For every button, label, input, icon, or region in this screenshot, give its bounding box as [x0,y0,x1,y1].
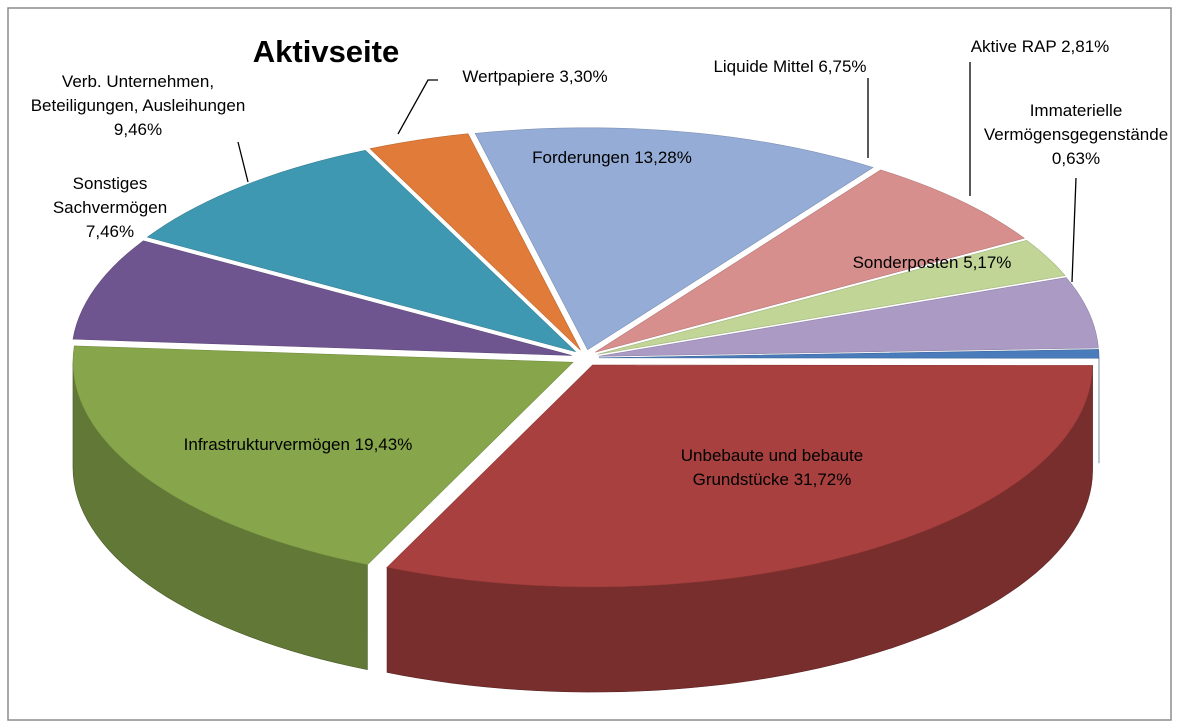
data-label: Forderungen 13,28% [482,146,742,170]
category-label: Immaterielle Vermögensgegenstände [983,101,1169,144]
leader-line [397,79,438,135]
slice [597,240,1066,355]
category-label: Infrastrukturvermögen [183,435,350,454]
data-label: Liquide Mittel 6,75% [670,55,910,79]
data-label: Sonderposten 5,17% [812,251,1052,275]
data-label: Aktive RAP 2,81% [940,35,1140,59]
slice [369,133,581,351]
data-label: Infrastrukturvermögen 19,43% [168,433,428,457]
chart-title: Aktivseite [252,34,400,69]
slice [72,240,572,356]
value-label: 0,63% [1051,149,1101,168]
slice [474,127,874,351]
leader-line [237,141,249,183]
slice [598,277,1099,357]
value-label: 2,81% [1061,37,1110,56]
value-label: 6,75% [818,57,867,76]
category-label: Sonstiges Sachvermögen [52,174,168,217]
value-label: 19,43% [354,435,413,454]
category-label: Forderungen [532,148,630,167]
value-label: 13,28% [634,148,692,167]
slice [598,349,1100,359]
data-label: Verb. Unternehmen, Beteiligungen, Auslei… [31,70,246,142]
slice [386,364,1093,588]
data-label: Unbebaute und bebaute Grundstücke 31,72% [657,444,887,492]
category-label: Wertpapiere [462,67,555,86]
data-label: Sonstiges Sachvermögen 7,46% [35,172,185,244]
leader-lines [237,62,1077,283]
category-label: Liquide Mittel [713,57,814,76]
value-label: 5,17% [963,253,1012,272]
slice [146,150,576,353]
category-label: Unbebaute und bebaute Grundstücke [680,446,864,489]
category-label: Sonderposten [852,253,959,272]
data-label: Wertpapiere 3,30% [425,65,645,89]
value-label: 9,46% [113,120,163,139]
slice [595,169,1025,353]
data-label: Immaterielle Vermögensgegenstände 0,63% [981,99,1171,171]
category-label: Verb. Unternehmen, Beteiligungen, Auslei… [30,72,246,115]
pie-tops [72,127,1100,588]
slice [72,345,574,565]
value-label: 3,30% [559,67,608,86]
value-label: 7,46% [85,222,135,241]
category-label: Aktive RAP [970,37,1057,56]
value-label: 31,72% [793,470,852,489]
leader-line [1071,177,1077,283]
